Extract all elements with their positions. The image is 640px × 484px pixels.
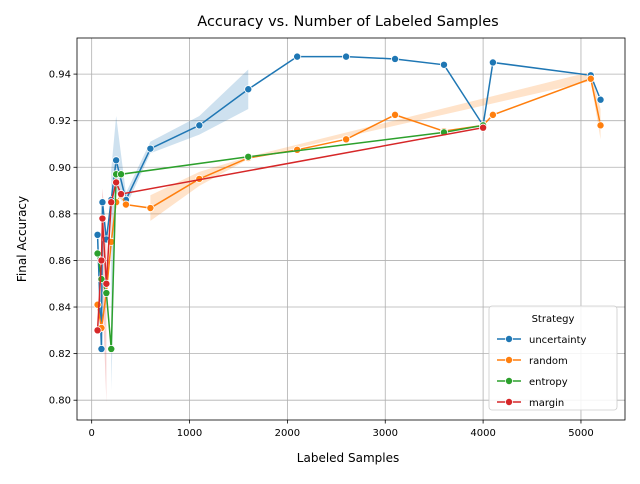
data-point-random — [121, 200, 130, 209]
data-point-margin — [479, 123, 488, 132]
data-point-entropy — [244, 152, 253, 161]
data-point-uncertainty — [195, 121, 204, 130]
series-lines — [93, 52, 605, 353]
data-point-uncertainty — [146, 144, 155, 153]
data-point-entropy — [107, 344, 116, 353]
chart-title: Accuracy vs. Number of Labeled Samples — [197, 14, 498, 30]
data-point-random — [93, 300, 102, 309]
y-tick-label: 0.86 — [49, 256, 71, 267]
x-tick-label: 2000 — [275, 428, 300, 439]
data-point-margin — [117, 190, 126, 199]
data-point-entropy — [93, 249, 102, 258]
data-point-uncertainty — [93, 230, 102, 239]
data-point-margin — [107, 198, 116, 207]
legend: Strategy uncertainty random entropy margin — [488, 305, 618, 411]
series-line-margin — [96, 126, 484, 331]
legend-label-uncertainty: uncertainty — [529, 335, 587, 346]
x-axis-label: Labeled Samples — [297, 451, 399, 465]
data-point-random — [586, 74, 595, 83]
data-point-uncertainty — [244, 85, 253, 94]
x-tick-label: 0 — [88, 428, 94, 439]
data-point-random — [596, 121, 605, 130]
x-tick-label: 4000 — [470, 428, 495, 439]
data-point-margin — [98, 214, 107, 223]
data-point-entropy — [102, 289, 111, 298]
plot-frame — [76, 37, 626, 421]
data-point-random — [391, 110, 400, 119]
data-point-margin — [97, 256, 106, 265]
confidence-band-random — [150, 71, 601, 221]
data-point-uncertainty — [293, 52, 302, 61]
y-axis-label: Final Accuracy — [15, 196, 29, 282]
data-point-margin — [112, 178, 121, 187]
legend-marker-entropy — [504, 376, 513, 385]
data-point-random — [342, 135, 351, 144]
series-line-entropy — [96, 124, 484, 350]
y-tick-label: 0.88 — [49, 209, 71, 220]
y-tick-label: 0.80 — [49, 396, 71, 407]
legend-marker-random — [504, 355, 513, 364]
data-point-random — [146, 204, 155, 213]
x-tick-label: 3000 — [373, 428, 398, 439]
x-tick-label: 1000 — [177, 428, 202, 439]
y-tick-label: 0.90 — [49, 163, 71, 174]
data-point-random — [488, 110, 497, 119]
legend-marker-uncertainty — [504, 334, 513, 343]
data-point-uncertainty — [112, 156, 121, 165]
y-tick-label: 0.94 — [49, 70, 71, 81]
y-tick-label: 0.82 — [49, 349, 71, 360]
data-point-uncertainty — [98, 198, 107, 207]
axes: 0 1000 2000 3000 4000 5000 0.80 0.82 0.84 0.86 0.8… — [49, 37, 626, 439]
legend-title: Strategy — [532, 314, 575, 325]
y-tick-label: 0.84 — [49, 303, 71, 314]
y-tick-label: 0.92 — [49, 116, 71, 127]
legend-label-entropy: entropy — [529, 377, 568, 388]
data-point-margin — [93, 326, 102, 335]
data-point-uncertainty — [342, 52, 351, 61]
legend-marker-margin — [504, 397, 513, 406]
data-point-uncertainty — [596, 95, 605, 104]
confidence-band-uncertainty — [111, 69, 249, 391]
data-point-entropy — [117, 170, 126, 179]
data-point-margin — [102, 279, 111, 288]
x-tick-label: 5000 — [568, 428, 593, 439]
data-point-uncertainty — [488, 58, 497, 67]
data-point-uncertainty — [391, 54, 400, 63]
legend-label-random: random — [529, 356, 568, 367]
data-point-uncertainty — [97, 344, 106, 353]
legend-label-margin: margin — [529, 398, 564, 409]
data-point-uncertainty — [439, 60, 448, 69]
series-line-uncertainty — [96, 55, 602, 349]
legend-box — [488, 305, 618, 411]
